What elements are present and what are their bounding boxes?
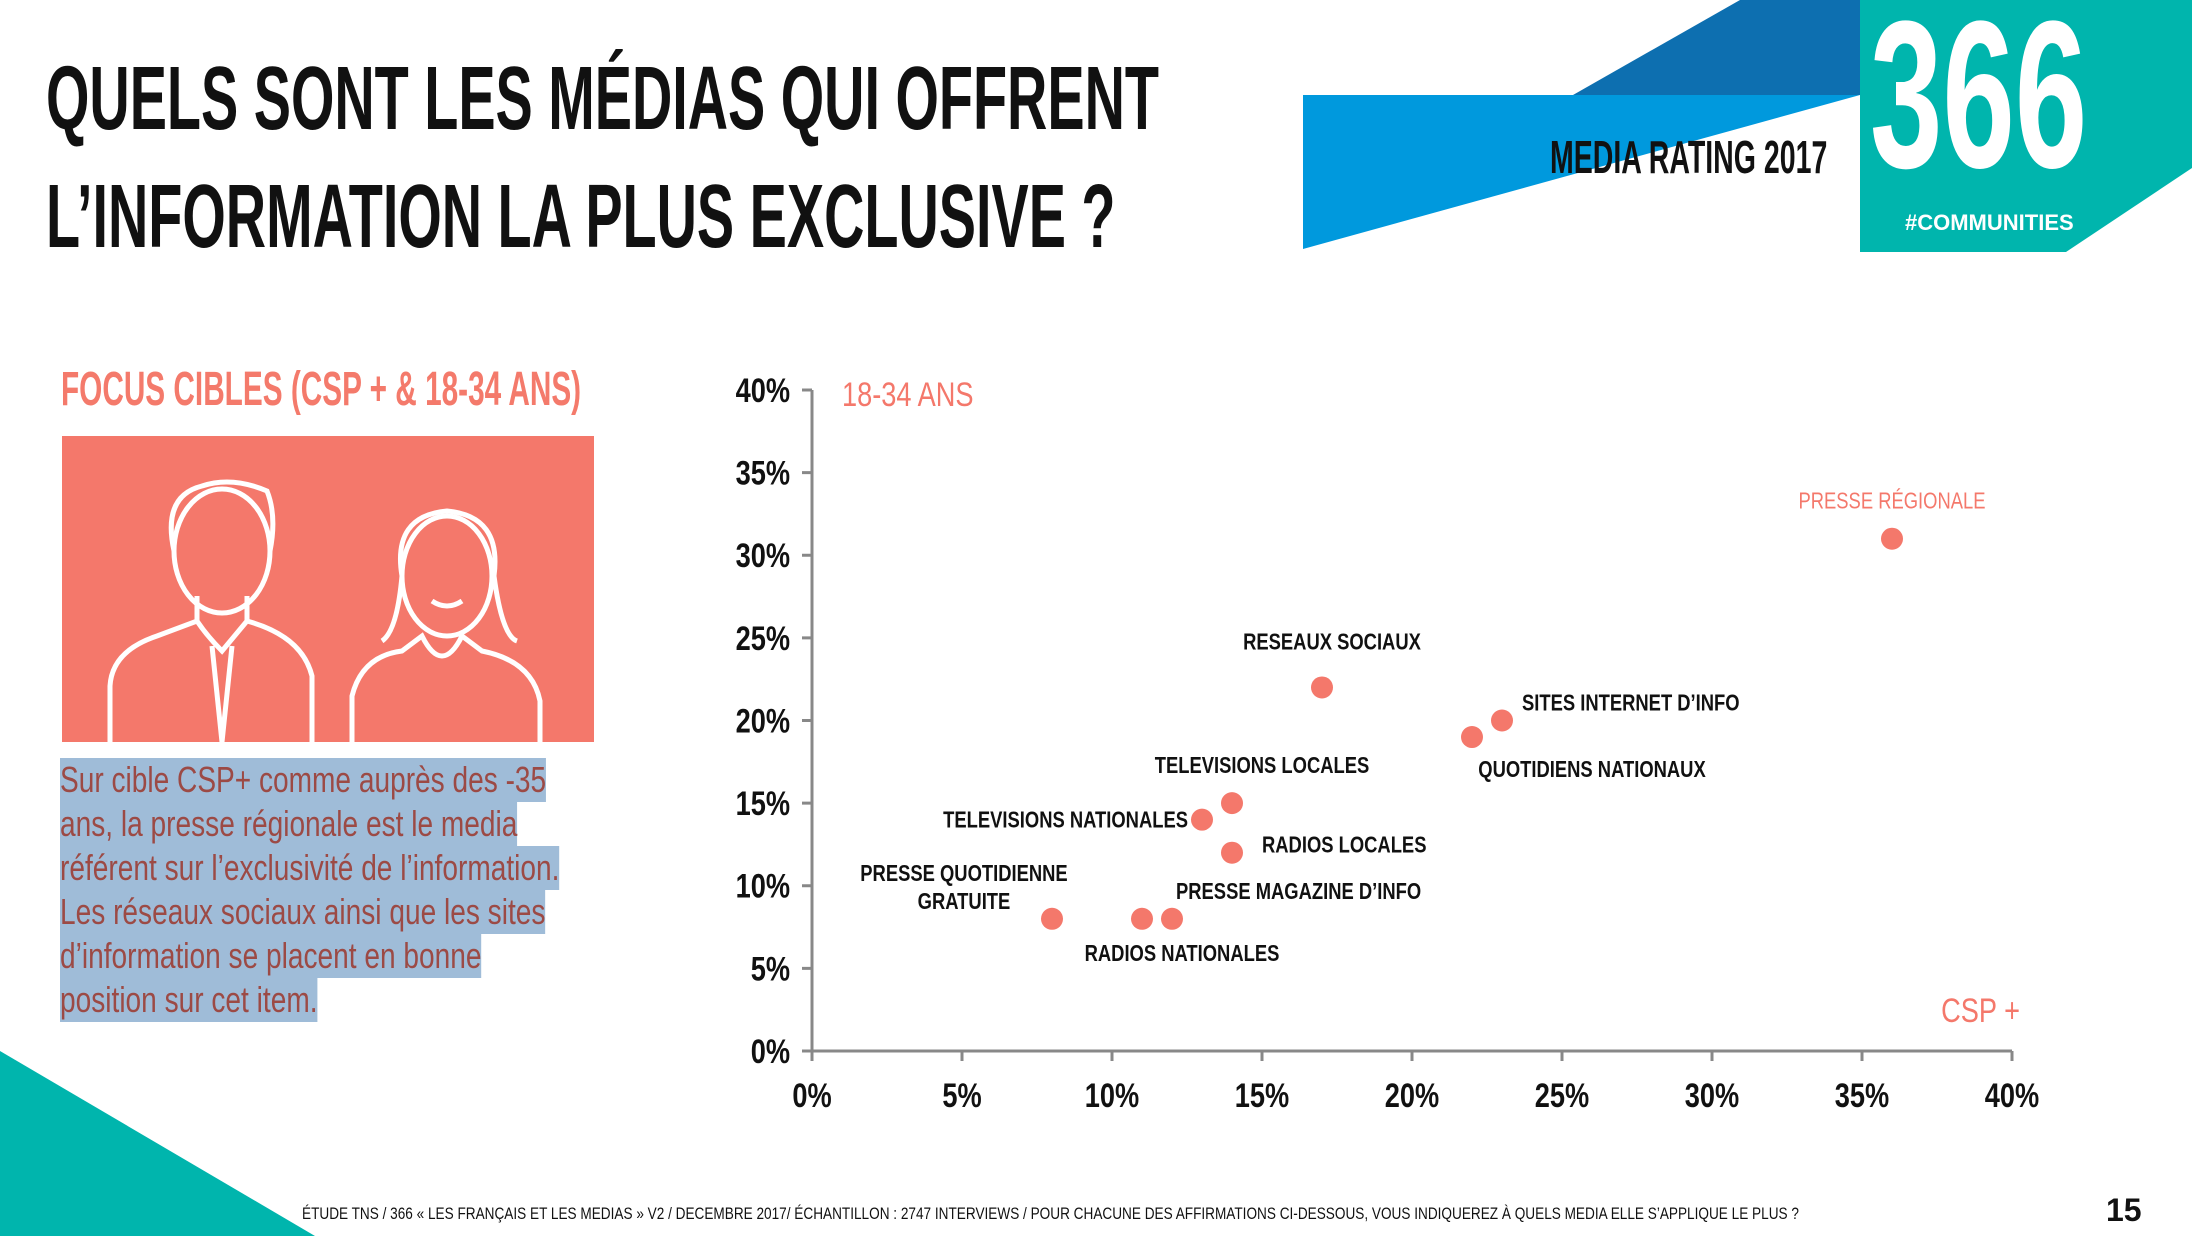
x-tick-label: 40% bbox=[1985, 1076, 2039, 1115]
data-label: RESEAUX SOCIAUX bbox=[1243, 630, 1421, 655]
teal-logo-shape bbox=[1860, 0, 2192, 252]
data-point bbox=[1881, 527, 1903, 550]
y-tick-label: 40% bbox=[736, 371, 790, 410]
media-rating-label: MEDIA RATING 2017 bbox=[1550, 131, 1828, 183]
corner-triangle bbox=[0, 1051, 315, 1236]
y-axis-label: 18-34 ANS bbox=[842, 375, 973, 414]
data-point bbox=[1191, 808, 1213, 831]
x-axis-label: CSP + bbox=[1941, 991, 2020, 1030]
logo-number: 366 bbox=[1870, 0, 2088, 212]
y-tick-label: 0% bbox=[751, 1032, 790, 1071]
y-tick-label: 25% bbox=[736, 619, 790, 658]
description-line: Sur cible CSP+ comme auprès des -35 bbox=[60, 758, 547, 802]
x-tick-label: 10% bbox=[1085, 1076, 1139, 1115]
data-point bbox=[1221, 841, 1243, 864]
title-line-2: L’INFORMATION LA PLUS EXCLUSIVE ? bbox=[46, 167, 1116, 267]
data-point bbox=[1161, 907, 1183, 930]
y-tick-label: 10% bbox=[736, 867, 790, 906]
description-line: référent sur l’exclusivité de l’informat… bbox=[60, 846, 560, 890]
y-tick-label: 15% bbox=[736, 784, 790, 823]
data-label-line: GRATUITE bbox=[918, 889, 1011, 914]
data-label: PRESSE MAGAZINE D’INFO bbox=[1176, 879, 1421, 904]
light-blue-shape bbox=[1303, 95, 1860, 249]
data-label: TELEVISIONS LOCALES bbox=[1155, 753, 1370, 778]
x-tick-label: 5% bbox=[942, 1076, 981, 1115]
description: Sur cible CSP+ comme auprès des -35 ans,… bbox=[60, 758, 640, 1022]
x-tick-label: 35% bbox=[1835, 1076, 1889, 1115]
data-label: RADIOS LOCALES bbox=[1262, 833, 1427, 858]
x-tick-label: 15% bbox=[1235, 1076, 1289, 1115]
brand-banner bbox=[1303, 0, 2192, 252]
y-tick-label: 30% bbox=[736, 536, 790, 575]
focus-heading: FOCUS CIBLES (CSP + & 18-34 ANS) bbox=[61, 363, 582, 416]
data-point bbox=[1221, 792, 1243, 815]
y-tick-label: 20% bbox=[736, 702, 790, 741]
x-tick-label: 20% bbox=[1385, 1076, 1439, 1115]
description-line: d’information se placent en bonne bbox=[60, 934, 482, 978]
footer-source: ÉTUDE TNS / 366 « LES FRANÇAIS ET LES ME… bbox=[302, 1204, 1799, 1223]
data-label: PRESSE RÉGIONALE bbox=[1798, 489, 1985, 514]
y-tick-label: 5% bbox=[751, 949, 790, 988]
x-tick-label: 0% bbox=[792, 1076, 831, 1115]
data-point bbox=[1491, 709, 1513, 732]
logo-tag: #COMMUNITIES bbox=[1905, 210, 2074, 235]
data-point bbox=[1311, 676, 1333, 699]
x-tick-label: 25% bbox=[1535, 1076, 1589, 1115]
data-point bbox=[1131, 907, 1153, 930]
description-line: ans, la presse régionale est le media bbox=[60, 802, 518, 846]
data-point bbox=[1461, 726, 1483, 749]
dark-blue-shape bbox=[1573, 0, 1860, 95]
data-label: RADIOS NATIONALES bbox=[1085, 941, 1280, 966]
data-label: SITES INTERNET D’INFO bbox=[1522, 691, 1740, 716]
title-line-1: QUELS SONT LES MÉDIAS QUI OFFRENT bbox=[46, 49, 1159, 149]
data-point bbox=[1041, 907, 1063, 930]
page-number: 15 bbox=[2106, 1192, 2142, 1228]
y-tick-label: 35% bbox=[736, 454, 790, 493]
data-label-line: PRESSE QUOTIDIENNE bbox=[860, 861, 1068, 886]
data-label: QUOTIDIENS NATIONAUX bbox=[1478, 757, 1706, 782]
description-line: position sur cet item. bbox=[60, 978, 318, 1022]
data-label: PRESSE QUOTIDIENNE GRATUITE bbox=[860, 861, 1068, 914]
page-title: QUELS SONT LES MÉDIAS QUI OFFRENT L’INFO… bbox=[46, 40, 1159, 276]
data-label: TELEVISIONS NATIONALES bbox=[943, 808, 1188, 833]
description-line: Les réseaux sociaux ainsi que les sites bbox=[60, 890, 546, 934]
x-tick-label: 30% bbox=[1685, 1076, 1739, 1115]
man-and-woman-icon bbox=[62, 436, 594, 743]
